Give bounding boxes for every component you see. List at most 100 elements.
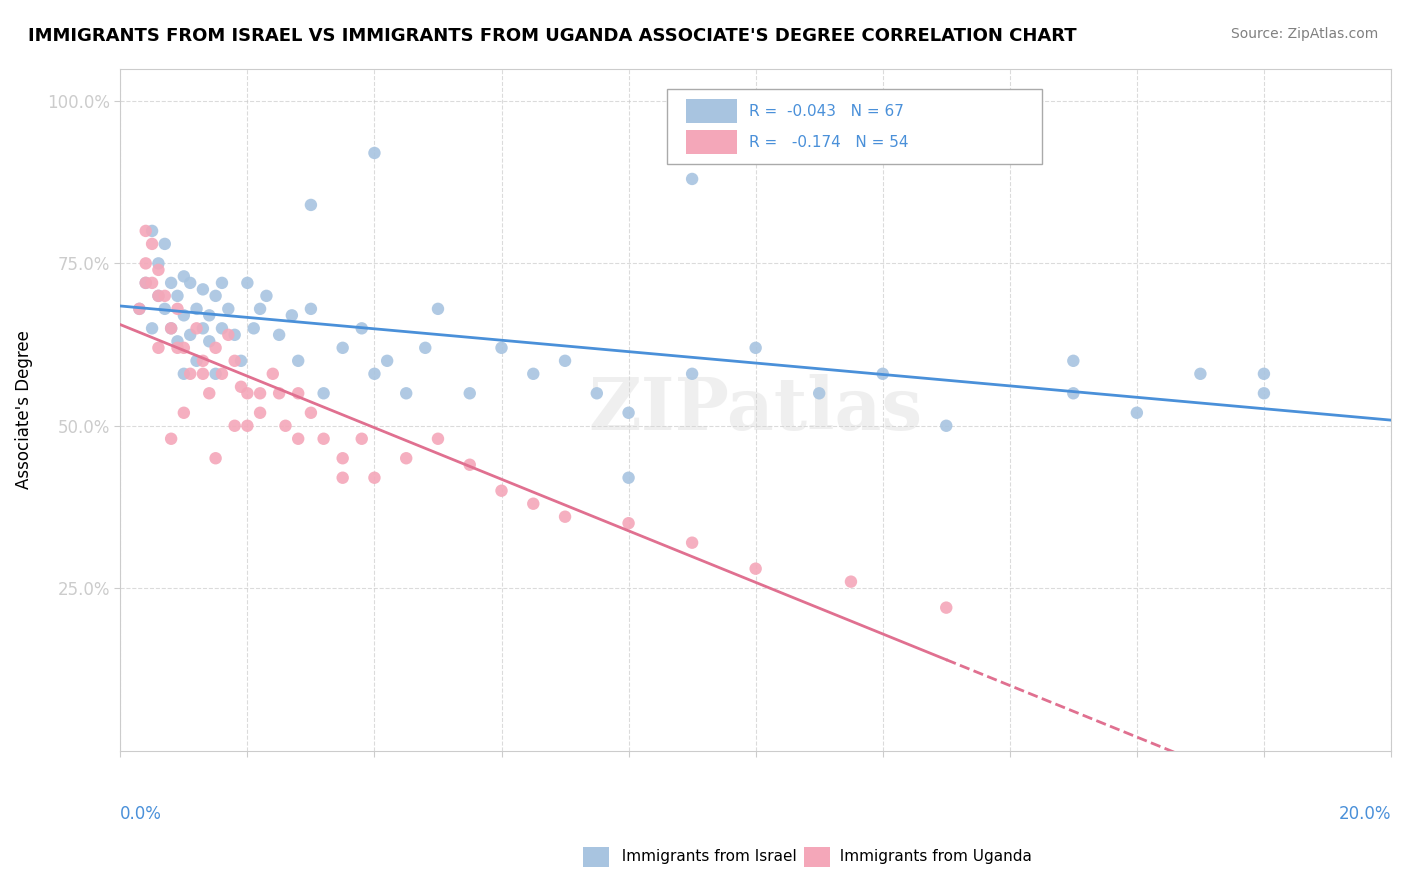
Point — [935, 418, 957, 433]
Point — [1253, 386, 1275, 401]
Point — [299, 301, 322, 316]
Point — [217, 301, 239, 316]
Bar — [686, 99, 737, 123]
Point — [173, 269, 195, 284]
Point — [224, 327, 246, 342]
Point — [153, 236, 176, 251]
Point — [522, 497, 544, 511]
Point — [160, 432, 183, 446]
Point — [173, 367, 195, 381]
Point — [808, 386, 831, 401]
Point — [332, 471, 354, 485]
Point — [287, 432, 309, 446]
Point — [179, 276, 201, 290]
Point — [179, 327, 201, 342]
Point — [148, 263, 170, 277]
Point — [299, 198, 322, 212]
Point — [375, 353, 398, 368]
Point — [135, 276, 157, 290]
Point — [141, 224, 163, 238]
Point — [350, 432, 373, 446]
Point — [554, 509, 576, 524]
Point — [395, 386, 418, 401]
Point — [141, 321, 163, 335]
Point — [427, 432, 450, 446]
Point — [1189, 367, 1212, 381]
Point — [186, 353, 208, 368]
Point — [166, 341, 188, 355]
Point — [1126, 406, 1149, 420]
Point — [204, 289, 226, 303]
Point — [135, 276, 157, 290]
Point — [179, 367, 201, 381]
Point — [287, 353, 309, 368]
Point — [617, 471, 640, 485]
Point — [1062, 353, 1084, 368]
Point — [160, 276, 183, 290]
Point — [141, 276, 163, 290]
Point — [249, 406, 271, 420]
Point — [153, 289, 176, 303]
Point — [160, 321, 183, 335]
Point — [211, 276, 233, 290]
Point — [269, 386, 291, 401]
Point — [153, 301, 176, 316]
Point — [491, 341, 513, 355]
Point — [935, 600, 957, 615]
Point — [872, 367, 894, 381]
Point — [249, 386, 271, 401]
Point — [224, 353, 246, 368]
Point — [363, 145, 385, 160]
Point — [148, 341, 170, 355]
Point — [173, 309, 195, 323]
Point — [191, 282, 214, 296]
Point — [269, 327, 291, 342]
Point — [522, 367, 544, 381]
Point — [204, 367, 226, 381]
Point — [395, 451, 418, 466]
Point — [211, 367, 233, 381]
Point — [617, 516, 640, 531]
Text: 20.0%: 20.0% — [1339, 805, 1391, 823]
Point — [350, 321, 373, 335]
Point — [198, 309, 221, 323]
Point — [229, 380, 252, 394]
Text: ZIPatlas: ZIPatlas — [589, 374, 922, 445]
Point — [160, 321, 183, 335]
Point — [262, 367, 284, 381]
Point — [148, 289, 170, 303]
Point — [332, 341, 354, 355]
Point — [166, 289, 188, 303]
Point — [413, 341, 436, 355]
Point — [191, 367, 214, 381]
Point — [186, 321, 208, 335]
Point — [427, 301, 450, 316]
Text: Source: ZipAtlas.com: Source: ZipAtlas.com — [1230, 27, 1378, 41]
Point — [236, 418, 259, 433]
Point — [166, 334, 188, 349]
Point — [236, 276, 259, 290]
Point — [191, 353, 214, 368]
Point — [617, 406, 640, 420]
Point — [217, 327, 239, 342]
Point — [458, 458, 481, 472]
Point — [186, 301, 208, 316]
Point — [585, 386, 607, 401]
Point — [204, 451, 226, 466]
Point — [128, 301, 150, 316]
Point — [198, 334, 221, 349]
FancyBboxPatch shape — [666, 89, 1042, 164]
Point — [839, 574, 862, 589]
Point — [141, 236, 163, 251]
Point — [148, 256, 170, 270]
Point — [211, 321, 233, 335]
Text: Immigrants from Israel: Immigrants from Israel — [612, 849, 796, 863]
Point — [229, 353, 252, 368]
Point — [312, 386, 335, 401]
Point — [224, 418, 246, 433]
Point — [148, 289, 170, 303]
Point — [242, 321, 264, 335]
Point — [363, 471, 385, 485]
Point — [554, 353, 576, 368]
Point — [173, 341, 195, 355]
